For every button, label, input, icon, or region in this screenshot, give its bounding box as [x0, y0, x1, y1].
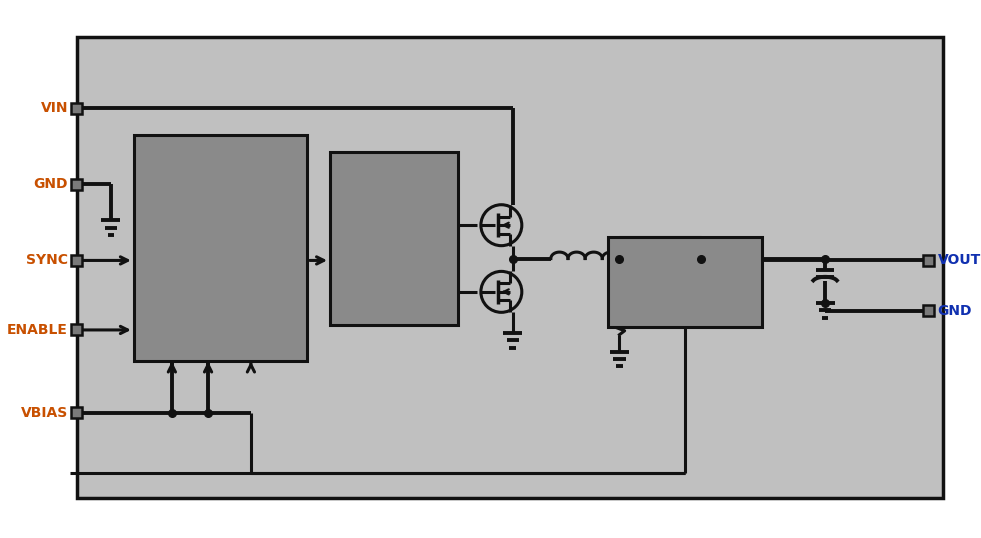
Text: TPS7H5002-SP: TPS7H5002-SP — [165, 182, 276, 196]
Bar — [330, 152, 458, 325]
Text: GaN FET: GaN FET — [368, 227, 421, 240]
Bar — [72, 324, 82, 335]
Bar — [72, 407, 82, 418]
Text: VIN: VIN — [40, 101, 68, 115]
Text: VOUT: VOUT — [938, 253, 981, 267]
Text: GND: GND — [33, 177, 68, 191]
Bar — [72, 103, 82, 114]
Text: Rad-hard: Rad-hard — [656, 273, 714, 287]
Text: Rad-hard: Rad-hard — [192, 235, 249, 248]
Bar — [72, 179, 82, 190]
Bar — [133, 134, 307, 362]
Bar — [923, 255, 934, 266]
Text: ENABLE: ENABLE — [7, 323, 68, 337]
Text: SYNC: SYNC — [26, 253, 68, 267]
Text: VBIAS: VBIAS — [21, 406, 68, 420]
Bar — [923, 306, 934, 316]
Bar — [72, 255, 82, 266]
Text: TPS7H6023-SP: TPS7H6023-SP — [338, 187, 449, 200]
Text: PWM Controller: PWM Controller — [173, 282, 269, 295]
Text: Driver: Driver — [375, 267, 413, 280]
Text: Operational Amplifier: Operational Amplifier — [618, 295, 752, 308]
Text: GND: GND — [938, 304, 972, 318]
Text: LM158QML: LM158QML — [644, 252, 726, 265]
Bar — [608, 237, 762, 327]
